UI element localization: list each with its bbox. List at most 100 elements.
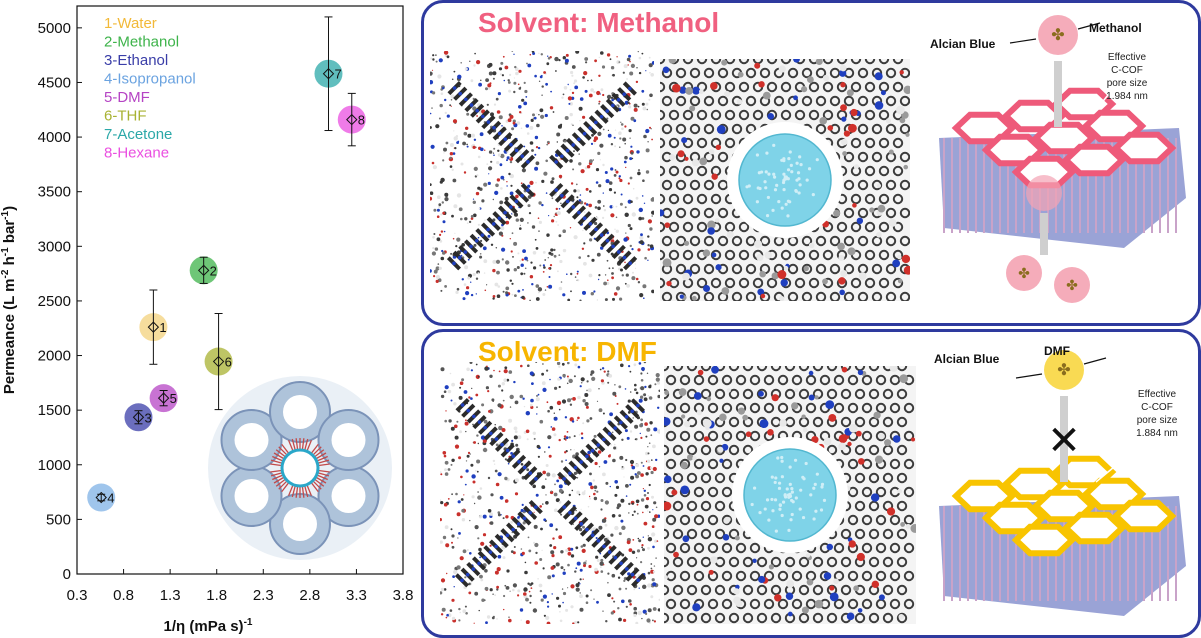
atom — [562, 571, 566, 575]
ring — [829, 95, 841, 107]
atom — [772, 172, 776, 176]
atom — [625, 458, 628, 462]
atom — [656, 381, 660, 385]
atom — [533, 437, 536, 440]
atom — [517, 252, 520, 255]
atom — [664, 222, 671, 228]
atom — [527, 204, 531, 208]
atom — [657, 429, 660, 434]
atom — [560, 566, 564, 570]
atom — [456, 420, 459, 423]
inset-pore — [234, 423, 269, 457]
atom — [630, 145, 633, 148]
ring — [717, 151, 729, 163]
atom — [529, 125, 534, 130]
atom — [519, 608, 524, 612]
ring — [896, 366, 908, 372]
atom — [460, 498, 464, 501]
atom — [686, 454, 694, 461]
atom — [540, 53, 543, 56]
atom — [634, 263, 636, 265]
atom — [536, 123, 540, 128]
atom — [465, 612, 468, 615]
atom — [646, 618, 651, 623]
atom — [482, 533, 487, 537]
atom — [783, 265, 789, 271]
ring — [889, 598, 901, 610]
atom — [440, 289, 443, 292]
atom — [586, 380, 589, 383]
atom — [572, 168, 575, 171]
ring — [833, 570, 845, 582]
solute-molecule-icon: ✤ — [1018, 266, 1030, 282]
atom — [626, 284, 630, 288]
dmf-solvent-label: DMF — [1044, 344, 1070, 358]
atom — [578, 153, 580, 155]
ring — [864, 165, 876, 177]
atom — [554, 56, 559, 62]
atom — [619, 455, 624, 460]
atom — [494, 424, 496, 426]
atom — [624, 206, 627, 209]
atom — [520, 272, 524, 276]
atom — [555, 220, 558, 223]
atom — [466, 145, 469, 148]
atom — [463, 250, 468, 254]
atom — [833, 578, 839, 585]
atom — [536, 406, 538, 409]
atom — [624, 261, 626, 264]
atom — [598, 274, 601, 277]
atom — [602, 412, 605, 415]
ring — [672, 444, 684, 456]
atom — [541, 94, 543, 96]
atom — [600, 246, 604, 250]
atom — [565, 548, 569, 553]
methanol-pore-note: Effective C-COF pore size 1.984 nm — [1106, 52, 1148, 102]
atom — [512, 588, 515, 592]
atom — [787, 611, 793, 617]
atom — [618, 514, 622, 517]
atom — [470, 79, 474, 83]
atom — [444, 525, 449, 530]
atom — [633, 107, 638, 112]
atom — [820, 485, 824, 489]
atom — [648, 483, 651, 487]
atom — [638, 398, 643, 403]
ring — [689, 263, 701, 275]
atom — [452, 575, 455, 578]
atom — [608, 181, 613, 185]
atom — [812, 486, 816, 490]
atom — [903, 85, 910, 95]
atom — [814, 395, 819, 400]
atom — [529, 141, 534, 145]
atom — [833, 209, 841, 217]
atom — [782, 187, 786, 192]
atom — [757, 288, 765, 296]
atom — [573, 79, 578, 83]
atom — [464, 217, 468, 221]
atom — [560, 154, 564, 159]
atom — [499, 73, 502, 76]
ring — [878, 249, 890, 261]
atom — [639, 432, 641, 435]
solute-molecule-icon: ✤ — [1066, 278, 1078, 294]
atom — [475, 469, 477, 472]
atom — [692, 86, 701, 95]
atom — [570, 70, 574, 75]
ring — [899, 95, 910, 107]
atom — [565, 199, 570, 204]
atom — [649, 227, 653, 231]
ring — [703, 291, 715, 301]
atom — [588, 273, 593, 278]
atom — [518, 105, 522, 109]
atom — [780, 513, 784, 518]
atom — [461, 378, 465, 382]
ring — [787, 263, 799, 275]
ring — [717, 207, 729, 219]
ring — [836, 221, 848, 233]
atom — [613, 136, 616, 139]
atom — [583, 211, 586, 214]
atom — [648, 63, 653, 68]
atom — [905, 132, 910, 137]
atom — [635, 499, 640, 504]
